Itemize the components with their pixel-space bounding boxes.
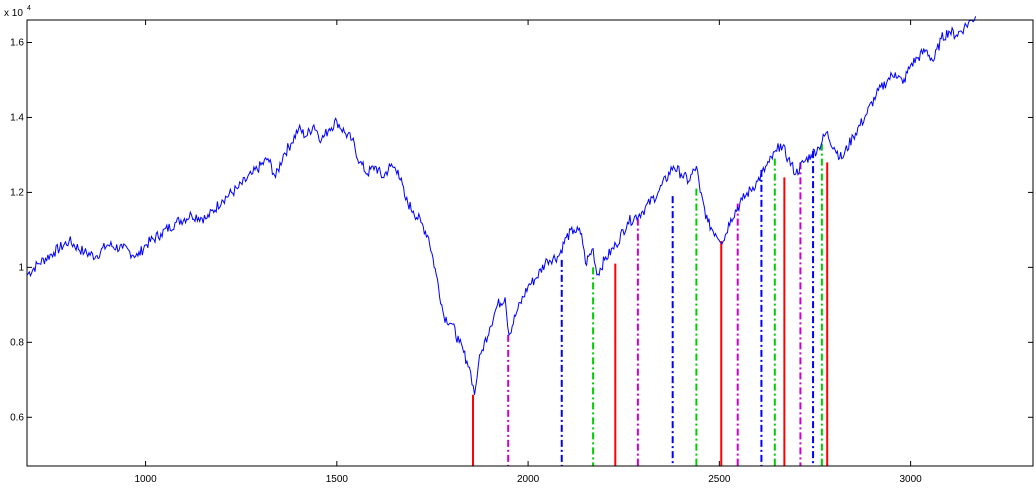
exponent-label: x 10 4 <box>4 5 31 19</box>
axis-ticks: 1000 1500 2000 2500 3000 0.6 0.8 1 1.2 1.4 1.6 <box>10 20 1033 485</box>
series-line-0 <box>26 16 977 395</box>
event-lines <box>472 143 829 466</box>
x-tick-label: 1500 <box>326 474 349 485</box>
y-exponent-base: x 10 <box>4 8 23 19</box>
y-exponent-power: 4 <box>27 5 31 12</box>
x-tick-label: 2500 <box>708 474 731 485</box>
y-tick-label: 0.6 <box>10 412 24 423</box>
y-tick-label: 0.8 <box>10 337 24 348</box>
x-tick-label: 1000 <box>134 474 157 485</box>
y-tick-label: 1.4 <box>10 112 24 123</box>
y-tick-label: 1.2 <box>10 187 24 198</box>
y-tick-label: 1.6 <box>10 37 24 48</box>
plot-frame <box>26 19 1034 467</box>
x-tick-label: 3000 <box>899 474 922 485</box>
series-layer <box>26 16 977 395</box>
x-tick-label: 2000 <box>517 474 540 485</box>
y-tick-label: 1 <box>18 262 24 273</box>
